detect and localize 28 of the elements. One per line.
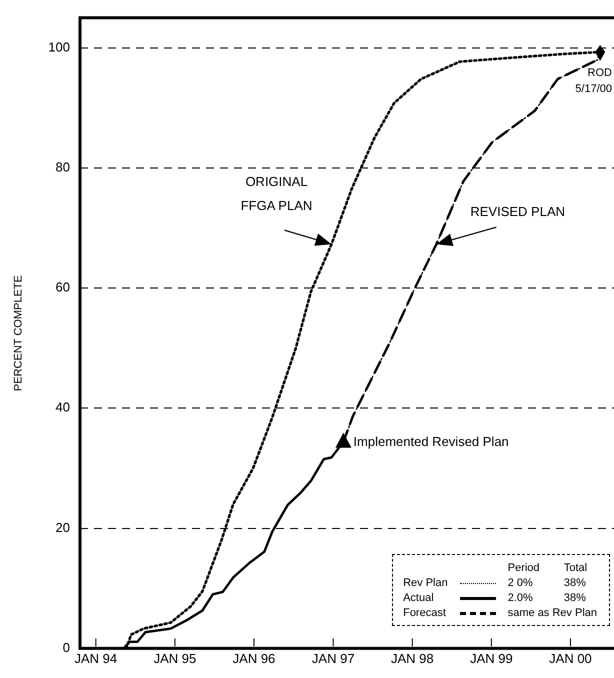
- y-axis-title: PERCENT COMPLETE: [12, 275, 25, 392]
- x-tick-label: JAN 97: [312, 650, 355, 666]
- annotation: Total: [562, 561, 588, 576]
- annotation: 2.0%: [506, 591, 534, 606]
- x-tick-label: JAN 98: [390, 650, 434, 666]
- x-tick-label: JAN 96: [232, 650, 276, 666]
- annotation: Period: [506, 561, 541, 576]
- x-tick-label: JAN 99: [470, 650, 513, 666]
- annotation: same as Rev Plan: [506, 606, 598, 621]
- annotation: 38%: [562, 576, 587, 591]
- x-tick-label: JAN 95: [154, 650, 196, 666]
- annotation: ORIGINAL FFGA PLAN: [240, 174, 312, 214]
- legend-label: Rev Plan: [402, 576, 449, 591]
- legend-label: Forecast: [402, 606, 447, 621]
- y-tick-label: 40: [56, 400, 70, 415]
- annotation: Implemented Revised Plan: [353, 434, 509, 449]
- annotation: ROD 5/17/00: [575, 67, 612, 96]
- y-tick-label: 0: [62, 640, 70, 655]
- legend-label: Actual: [402, 591, 435, 606]
- y-tick-label: 80: [56, 160, 70, 175]
- x-tick-label: JAN 00: [549, 650, 592, 666]
- annotation: 38%: [562, 591, 587, 606]
- annotation: REVISED PLAN: [470, 204, 566, 220]
- annotation: 2 0%: [506, 576, 534, 591]
- y-tick-label: 20: [56, 520, 70, 535]
- y-tick-label: 100: [48, 39, 70, 54]
- x-tick-label: JAN 94: [74, 650, 118, 666]
- y-tick-label: 60: [56, 280, 70, 295]
